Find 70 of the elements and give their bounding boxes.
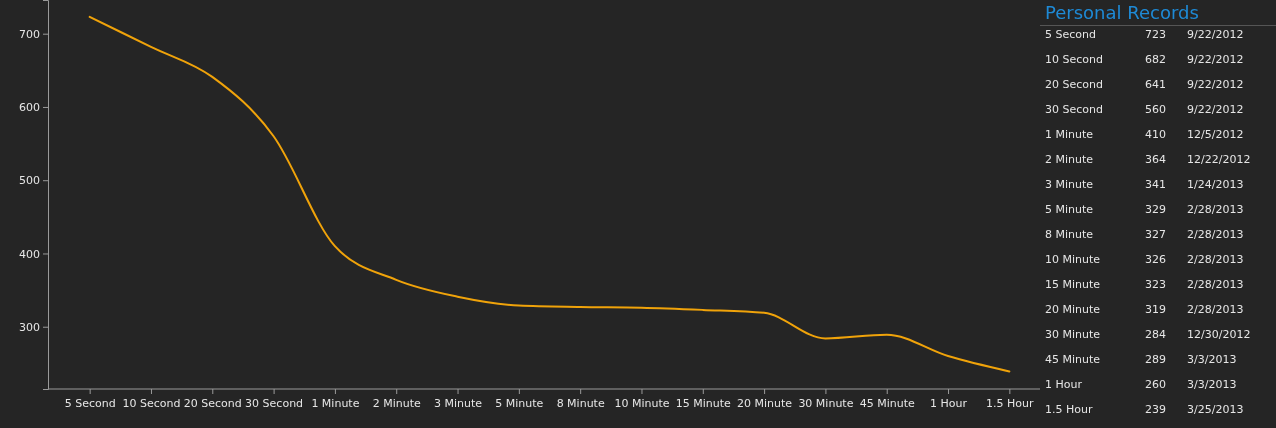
text: 10 Minute — [1045, 253, 1101, 266]
text: 3 Minute — [1045, 178, 1094, 191]
text: 289 — [1145, 353, 1166, 366]
text: 2/28/2013 — [1187, 228, 1244, 241]
text: 3/3/2013 — [1187, 378, 1237, 391]
x-tick-label: 30 Second — [245, 396, 304, 410]
text: 319 — [1145, 303, 1166, 316]
y-tick-label: 500 — [19, 174, 40, 188]
text: 12/22/2012 — [1187, 153, 1251, 166]
text: 10 Second — [1045, 53, 1103, 66]
text: 5 Minute — [1045, 203, 1094, 216]
text: 15 Minute — [1045, 278, 1101, 291]
text: 410 — [1145, 128, 1166, 141]
text: 1/24/2013 — [1187, 178, 1244, 191]
text: 12/30/2012 — [1187, 328, 1251, 341]
text: 723 — [1145, 28, 1166, 41]
x-tick-label: 8 Minute — [556, 396, 605, 410]
text: 30 Minute — [1045, 328, 1101, 341]
x-tick-label: 5 Minute — [495, 396, 544, 410]
x-tick-label: 20 Minute — [737, 396, 793, 410]
text: 9/22/2012 — [1187, 28, 1244, 41]
text: 239 — [1145, 403, 1166, 416]
text: 8 Minute — [1045, 228, 1094, 241]
text: 326 — [1145, 253, 1166, 266]
text: 1 Hour — [1045, 378, 1083, 391]
text: 2/28/2013 — [1187, 303, 1244, 316]
text: 2/28/2013 — [1187, 278, 1244, 291]
x-tick-label: 20 Second — [183, 396, 242, 410]
text: 329 — [1145, 203, 1166, 216]
y-tick-label: 300 — [19, 320, 40, 334]
x-tick-label: 1 Minute — [311, 396, 360, 410]
text: 45 Minute — [1045, 353, 1101, 366]
text: 3/25/2013 — [1187, 403, 1244, 416]
x-tick-label: 45 Minute — [859, 396, 915, 410]
text: 30 Second — [1045, 103, 1103, 116]
text: 260 — [1145, 378, 1166, 391]
text: 9/22/2012 — [1187, 78, 1244, 91]
text: 9/22/2012 — [1187, 53, 1244, 66]
text: 284 — [1145, 328, 1166, 341]
x-tick-label: 3 Minute — [433, 396, 483, 410]
text: 2/28/2013 — [1187, 253, 1244, 266]
x-tick-label: 2 Minute — [372, 396, 421, 410]
x-tick-label: 15 Minute — [675, 396, 732, 410]
text: 364 — [1145, 153, 1166, 166]
text: 560 — [1145, 103, 1166, 116]
x-tick-label: 10 Minute — [614, 396, 670, 410]
text: 20 Minute — [1045, 303, 1101, 316]
y-tick-label: 600 — [19, 100, 40, 114]
x-tick-label: 1.5 Hour — [986, 396, 1035, 410]
text: 323 — [1145, 278, 1166, 291]
text: 9/22/2012 — [1187, 103, 1244, 116]
y-tick-label: 400 — [19, 247, 40, 261]
text: 641 — [1145, 78, 1166, 91]
x-tick-label: 5 Second — [64, 396, 116, 410]
text: 1 Minute — [1045, 128, 1094, 141]
text: 341 — [1145, 178, 1166, 191]
line-series — [88, 15, 1011, 373]
text: 20 Second — [1045, 78, 1103, 91]
y-tick-label: 700 — [19, 27, 40, 41]
x-tick-label: 10 Second — [122, 396, 181, 410]
text: 3/3/2013 — [1187, 353, 1237, 366]
text: 327 — [1145, 228, 1166, 241]
text: 5 Second — [1045, 28, 1096, 41]
text: Personal Records — [1045, 2, 1199, 23]
text: 12/5/2012 — [1187, 128, 1244, 141]
text: 682 — [1145, 53, 1166, 66]
text: 2 Minute — [1045, 153, 1094, 166]
text: 2/28/2013 — [1187, 203, 1244, 216]
x-tick-label: 1 Hour — [930, 396, 968, 410]
x-tick-label: 30 Minute — [798, 396, 854, 410]
